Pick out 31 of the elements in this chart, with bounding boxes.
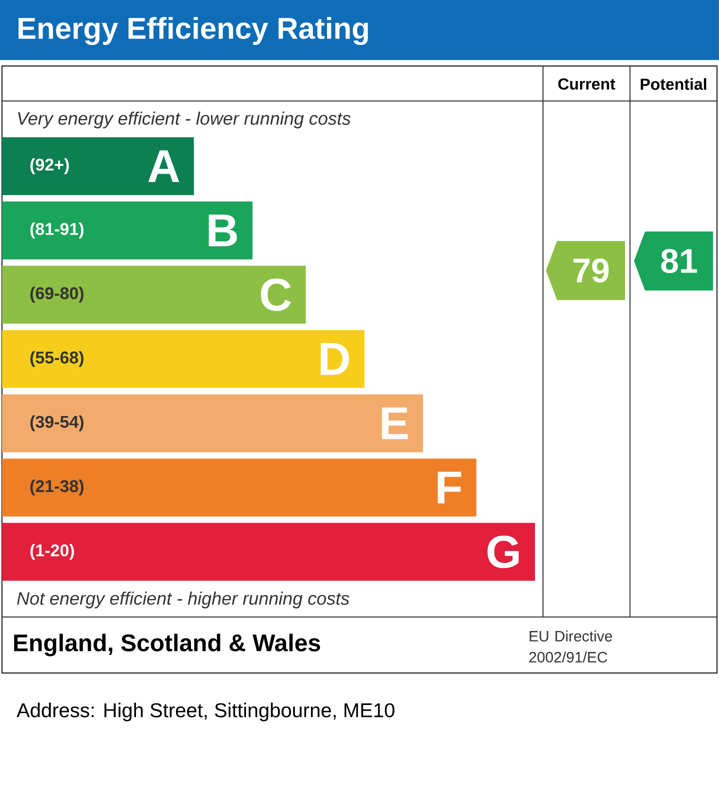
y-tick-label: B bbox=[208, 214, 237, 246]
y-tick-label: G bbox=[488, 536, 519, 568]
chart-title: Energy Efficiency Rating bbox=[18, 16, 368, 46]
y-tick-label: D bbox=[320, 343, 349, 375]
text: England, Scotland & Wales bbox=[14, 634, 320, 656]
text: Address: High Street, Sittingbourne, ME10 bbox=[16, 702, 394, 722]
annotation: (1-20) bbox=[30, 544, 74, 560]
y-tick-label: E bbox=[382, 407, 408, 440]
text: EU Directive 2002/91/EC bbox=[529, 630, 612, 663]
text: 79 bbox=[574, 258, 609, 283]
y-tick-label: F bbox=[438, 472, 462, 504]
annotation: (39-54) bbox=[30, 415, 84, 432]
text: Current bbox=[558, 78, 616, 90]
annotation: (92+) bbox=[30, 158, 69, 174]
text: 81 bbox=[661, 248, 697, 274]
text: Not energy efficient - higher running costs bbox=[17, 592, 350, 608]
bar bbox=[2, 330, 364, 388]
bar bbox=[2, 266, 306, 324]
annotation: (21-38) bbox=[30, 480, 84, 496]
text: Very energy efficient - lower running costs bbox=[18, 112, 351, 128]
bar bbox=[2, 137, 194, 196]
annotation: (81-91) bbox=[30, 222, 84, 238]
bar bbox=[2, 522, 535, 581]
bar bbox=[2, 394, 424, 452]
text: Potential bbox=[640, 78, 706, 90]
annotation: (69-80) bbox=[30, 286, 84, 303]
bar bbox=[2, 458, 476, 517]
annotation: (55-68) bbox=[30, 351, 84, 367]
bar bbox=[2, 202, 253, 260]
y-tick-label: A bbox=[148, 150, 180, 182]
y-tick-label: C bbox=[260, 278, 292, 312]
